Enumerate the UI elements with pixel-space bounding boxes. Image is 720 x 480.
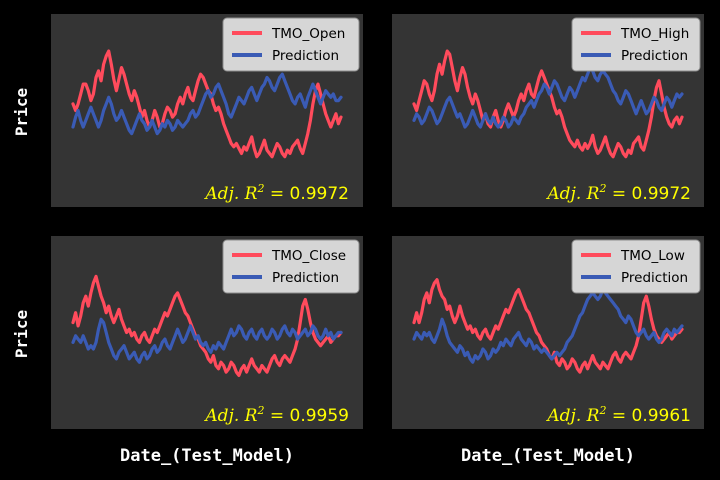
r2-equals: = (606, 184, 631, 204)
plot-lines (412, 278, 684, 374)
r2-superscript: 2 (256, 404, 264, 417)
legend-label-actual: TMO_Open (271, 26, 345, 42)
r2-prefix: Adj. R (545, 406, 599, 426)
legend: TMO_Low Prediction (571, 239, 701, 294)
panel-open: TMO_Open Prediction Adj. R2 = 0.9972 (51, 14, 363, 207)
r2-prefix: Adj. R (545, 184, 599, 204)
r2-value: 0.9972 (632, 184, 691, 204)
r2-equals: = (264, 406, 289, 426)
x-axis-label-left: Date_(Test_Model) (120, 446, 294, 466)
r2-annotation: Adj. R2 = 0.9961 (545, 404, 691, 426)
y-axis-label-top: Price (12, 88, 31, 136)
y-axis-label-bottom: Price (12, 310, 31, 358)
legend-label-prediction: Prediction (272, 48, 339, 64)
r2-value: 0.9959 (290, 406, 349, 426)
panel-low: TMO_Low Prediction Adj. R2 = 0.9961 (392, 236, 704, 429)
legend-label-prediction: Prediction (272, 270, 339, 286)
r2-superscript: 2 (256, 182, 264, 195)
series-line-prediction (71, 72, 343, 136)
r2-superscript: 2 (598, 182, 606, 195)
r2-value: 0.9972 (290, 184, 349, 204)
x-axis-label-right: Date_(Test_Model) (461, 446, 635, 466)
series-line-prediction (71, 317, 343, 364)
r2-prefix: Adj. R (203, 406, 257, 426)
legend-label-actual: TMO_High (620, 26, 689, 42)
legend-label-prediction: Prediction (621, 48, 688, 64)
series-line-prediction (412, 65, 684, 129)
panel-close: TMO_Close Prediction Adj. R2 = 0.9959 (51, 236, 363, 429)
series-line-prediction (412, 288, 684, 364)
legend-label-prediction: Prediction (621, 270, 688, 286)
r2-annotation: Adj. R2 = 0.9959 (203, 404, 349, 426)
r2-superscript: 2 (598, 404, 606, 417)
r2-annotation: Adj. R2 = 0.9972 (545, 182, 691, 204)
legend: TMO_High Prediction (571, 17, 701, 72)
r2-annotation: Adj. R2 = 0.9972 (203, 182, 349, 204)
legend-label-actual: TMO_Close (271, 248, 346, 264)
series-line-actual (71, 274, 343, 377)
legend-label-actual: TMO_Low (620, 248, 685, 264)
r2-prefix: Adj. R (203, 184, 257, 204)
legend: TMO_Open Prediction (222, 17, 360, 72)
r2-value: 0.9961 (632, 406, 691, 426)
r2-equals: = (606, 406, 631, 426)
legend: TMO_Close Prediction (222, 239, 360, 294)
plot-lines (71, 49, 343, 159)
series-line-actual (71, 49, 343, 159)
panel-high: TMO_High Prediction Adj. R2 = 0.9972 (392, 14, 704, 207)
plot-lines (412, 49, 684, 159)
r2-equals: = (264, 184, 289, 204)
plot-lines (71, 274, 343, 377)
